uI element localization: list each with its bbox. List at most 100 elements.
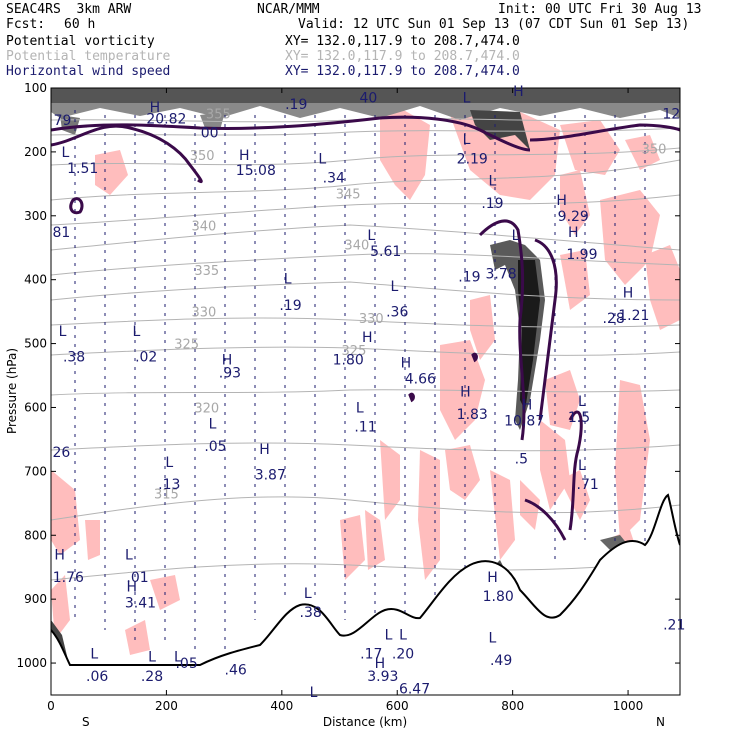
wind-extremum-marker: L [399,627,407,643]
wind-speed-label: .34 [323,170,345,186]
pv-contour-line [524,498,567,541]
wind-speed-label: .13 [158,477,180,493]
wind-speed-label: 3.93 [367,669,398,685]
wind-speed-label: 1.51 [67,161,98,177]
wind-speed-label: .05 [175,656,197,672]
theta-label: 350 [190,149,215,164]
wind-speed-label: .06 [86,669,108,685]
wind-speed-label: 3.87 [255,468,286,484]
wind-extremum-marker: H [150,100,161,116]
wind-speed-label: .38 [300,605,322,621]
wind-speed-label: 15.08 [236,163,276,179]
wind-speed-label: .19 [481,196,503,212]
y-tick-label: 500 [24,337,47,351]
pv-contour-line [478,219,526,441]
wind-speed-label: .36 [386,305,408,321]
theta-labels: 355 350 350 345 340 340 335 330 330 325 325 320 315 [154,108,666,503]
wind-extremum-marker: L [59,324,67,340]
wind-extremum-marker: L [367,228,375,244]
wind-extremum-marker: L [318,151,326,167]
wind-speed-label: .46 [225,662,247,678]
wind-speed-label: .71 [577,477,599,493]
wind-extremum-marker: H [401,356,412,372]
pv-shade-region [95,150,128,195]
wind-speed-label: 26 [52,445,70,461]
field-theta-xy: XY= 132.0,117.9 to 208.7,474.0 [285,49,520,64]
wind-extremum-marker: L [356,400,364,416]
pv-shade-region [51,470,80,555]
terrain [51,495,680,695]
y-tick-label: 200 [24,145,47,159]
theta-label: 345 [336,187,361,202]
theta-label: 335 [194,264,219,279]
pv-shade-region [470,295,495,360]
wind-speed-label: 20.82 [146,112,186,128]
pv-shade-region [85,520,100,560]
pv-shade-region [380,440,400,520]
pv-contours [51,115,680,541]
wind-extremum-marker: H [623,285,634,301]
wind-speed-label: 1.99 [566,247,597,263]
theta-label: 340 [344,239,369,254]
wind-speed-label: .17 [360,646,382,662]
model-title: SEAC4RS 3km ARW [6,2,132,17]
wind-extremum-marker: H [127,579,138,595]
wind-speed-label: 5.61 [370,244,401,260]
wind-extremum-marker: H [362,330,373,346]
pv-contour-line [529,123,680,142]
theta-label: 350 [642,143,667,158]
wind-speed-label: 1.80 [333,353,364,369]
x-tick-label: 0 [47,699,55,713]
wind-extremum-marker: L [310,685,318,701]
wind-speed-label: .05 [204,439,226,455]
pv-shade-region [340,515,365,580]
x-tick-label: 600 [386,699,409,713]
wind-speed-label: 10.87 [504,413,544,429]
north-label: N [656,715,665,729]
pv-contour-line [534,238,558,421]
pv-shade-region [520,480,540,530]
wind-extremum-marker: L [62,145,70,161]
isentrope-line [51,281,680,301]
wind-extremum-marker: L [284,271,292,287]
pv-shade-region [445,445,480,500]
y-tick-label: 600 [24,400,47,414]
wind-speed-label: 12 [662,107,680,123]
pv-shade-region [615,380,650,540]
wind-speed-label: 1.80 [483,589,514,605]
wind-extremum-marker: L [165,455,173,471]
wind-extremum-marker: L [578,394,586,410]
isentropes [51,117,680,581]
pv-shade-region [645,245,680,330]
x-tick-label: 200 [155,699,178,713]
wind-extremum-marker: L [132,324,140,340]
isentrope-line [51,317,680,328]
field-wind-name: Horizontal wind speed [6,64,171,79]
pv-contour-line [379,115,531,152]
wind-extremum-marker: L [489,630,497,646]
field-pv-xy: XY= 132.0,117.9 to 208.7,474.0 [285,34,520,49]
y-tick-label: 400 [24,273,47,287]
y-tick-label: 100 [24,81,47,95]
y-tick-label: 900 [24,592,47,606]
wind-extremum-marker: H [375,656,386,672]
field-theta-name: Potential temperature [6,49,171,64]
wind-speed-label: .28 [603,311,625,327]
pv-shade-region [450,112,560,200]
init-time: Init: 00 UTC Fri 30 Aug 13 [498,2,702,17]
x-tick-label: 800 [501,699,524,713]
wind-extremum-marker: L [463,91,471,107]
y-tick-label: 300 [24,209,47,223]
theta-label: 340 [192,219,217,234]
pv-shade-region [125,620,150,655]
y-tick-label: 800 [24,528,47,542]
wind-speed-label: 6.47 [399,682,430,698]
wind-speed-label: .21 [663,618,685,634]
wind-speed-label: .19 [458,269,480,285]
theta-label: 330 [359,312,384,327]
y-axis: 100 200 300 400 500 600 700 800 900 1000 [16,81,680,670]
x-tick-label: 1000 [613,699,644,713]
wind-speed-label: 1.21 [618,308,649,324]
theta-label: 320 [194,401,219,416]
pv-shade-region [560,120,620,175]
